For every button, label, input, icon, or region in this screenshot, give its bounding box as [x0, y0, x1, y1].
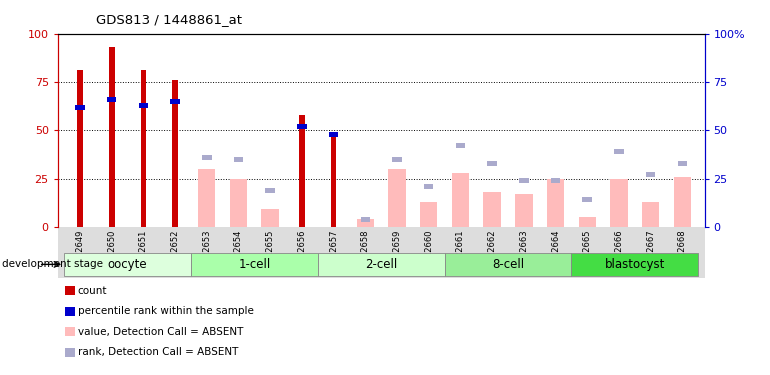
Text: count: count — [78, 286, 107, 296]
Bar — [331, 136, 336, 227]
Bar — [360, 217, 370, 222]
Bar — [191, 253, 318, 276]
Text: blastocyst: blastocyst — [604, 258, 665, 271]
Bar — [299, 115, 305, 227]
Bar — [611, 178, 628, 227]
Bar — [329, 132, 338, 136]
Bar — [444, 253, 571, 276]
Bar — [551, 178, 561, 183]
Bar — [318, 253, 444, 276]
Bar — [388, 169, 406, 227]
Bar — [234, 157, 243, 162]
Bar — [266, 188, 275, 193]
Bar — [487, 161, 497, 165]
Bar — [172, 80, 178, 227]
Bar — [140, 70, 146, 227]
Text: oocyte: oocyte — [108, 258, 147, 271]
Bar — [646, 172, 655, 177]
Bar — [262, 210, 279, 227]
Bar — [424, 184, 434, 189]
Bar — [77, 70, 83, 227]
Text: GDS813 / 1448861_at: GDS813 / 1448861_at — [96, 13, 243, 26]
Text: rank, Detection Call = ABSENT: rank, Detection Call = ABSENT — [78, 348, 238, 357]
Text: value, Detection Call = ABSENT: value, Detection Call = ABSENT — [78, 327, 243, 337]
Bar — [357, 219, 374, 227]
Bar — [229, 178, 247, 227]
Bar — [107, 97, 116, 102]
Bar — [571, 253, 698, 276]
Bar — [515, 194, 533, 227]
Text: percentile rank within the sample: percentile rank within the sample — [78, 306, 253, 316]
Bar — [392, 157, 402, 162]
Bar — [578, 217, 596, 227]
Bar — [198, 169, 216, 227]
Bar — [420, 202, 437, 227]
Bar — [519, 178, 528, 183]
Bar — [109, 47, 115, 227]
Bar — [170, 99, 180, 104]
Text: development stage: development stage — [2, 260, 103, 269]
Text: 8-cell: 8-cell — [492, 258, 524, 271]
Bar — [674, 177, 691, 227]
Text: 2-cell: 2-cell — [365, 258, 397, 271]
Bar — [139, 103, 148, 108]
Bar — [642, 202, 659, 227]
Bar — [547, 178, 564, 227]
Bar — [202, 155, 212, 160]
Bar — [64, 253, 191, 276]
Bar — [582, 197, 592, 202]
Bar — [678, 161, 687, 165]
Bar — [297, 124, 306, 129]
Bar — [456, 143, 465, 148]
Bar — [614, 149, 624, 154]
Bar — [75, 105, 85, 110]
Bar — [452, 173, 469, 227]
Bar — [484, 192, 500, 227]
Text: 1-cell: 1-cell — [238, 258, 270, 271]
